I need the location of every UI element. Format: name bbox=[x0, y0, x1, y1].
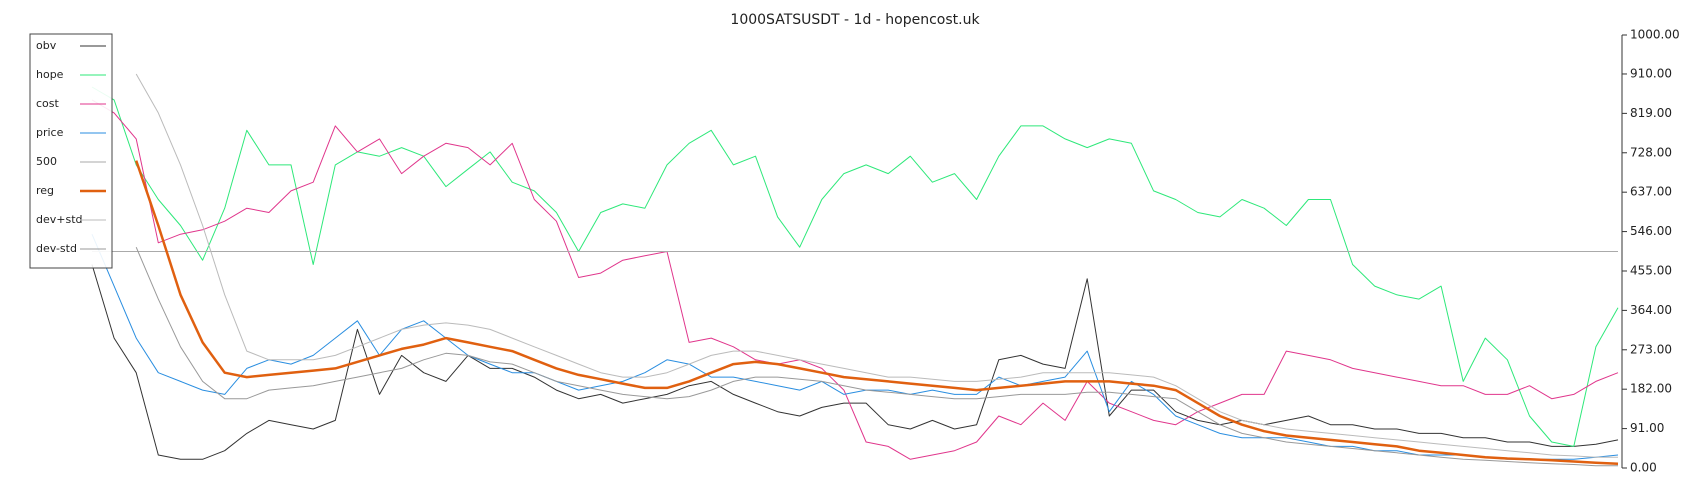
y-tick-label: 182.00 bbox=[1630, 382, 1672, 396]
legend-label: price bbox=[36, 126, 64, 139]
y-tick-label: 1000.00 bbox=[1630, 28, 1680, 42]
y-tick-label: 728.00 bbox=[1630, 145, 1672, 159]
series-line bbox=[135, 247, 1618, 467]
y-tick-label: 273.00 bbox=[1630, 342, 1672, 356]
y-tick-label: 0.00 bbox=[1630, 461, 1657, 475]
series-line bbox=[135, 73, 1618, 458]
series-line bbox=[135, 160, 1619, 465]
legend-label: 500 bbox=[36, 155, 57, 168]
series-line bbox=[91, 234, 1619, 460]
y-tick-label: 455.00 bbox=[1630, 263, 1672, 277]
y-tick-label: 91.00 bbox=[1630, 421, 1664, 435]
series-line bbox=[91, 264, 1619, 460]
legend-label: dev-std bbox=[36, 242, 77, 255]
y-tick-label: 364.00 bbox=[1630, 303, 1672, 317]
legend-label: obv bbox=[36, 39, 57, 52]
y-tick-label: 819.00 bbox=[1630, 106, 1672, 120]
legend-label: dev+std bbox=[36, 213, 83, 226]
legend-label: hope bbox=[36, 68, 64, 81]
y-tick-label: 546.00 bbox=[1630, 224, 1672, 238]
y-tick-label: 910.00 bbox=[1630, 66, 1672, 80]
series-line bbox=[91, 99, 1619, 460]
y-tick-label: 637.00 bbox=[1630, 185, 1672, 199]
chart-title: 1000SATSUSDT - 1d - hopencost.uk bbox=[730, 12, 980, 28]
series-line bbox=[91, 86, 1619, 447]
legend-box bbox=[29, 33, 113, 269]
legend-label: cost bbox=[36, 97, 60, 110]
legend-label: reg bbox=[36, 184, 54, 197]
